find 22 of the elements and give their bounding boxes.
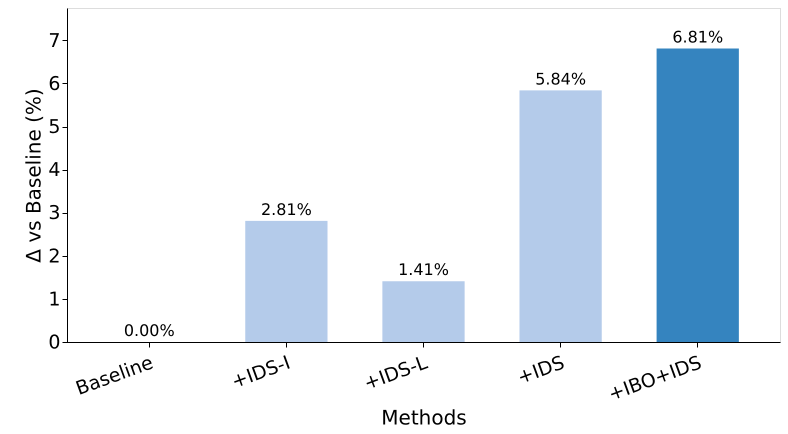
y-tick-label: 3 xyxy=(48,202,60,224)
y-tick-label: 4 xyxy=(48,159,60,182)
y-tick-label: 2 xyxy=(48,245,60,268)
y-tick-label: 6 xyxy=(48,72,60,95)
data-label: 6.81% xyxy=(672,28,724,47)
y-axis-title: Δ vs Baseline (%) xyxy=(21,88,46,263)
x-axis-title: Methods xyxy=(381,406,467,430)
bar xyxy=(519,90,602,342)
x-tick-label: +IDS-I xyxy=(228,352,294,394)
data-label: 2.81% xyxy=(260,200,312,219)
data-label: 1.41% xyxy=(398,260,449,280)
bar xyxy=(245,220,328,342)
x-tick-label: +IDS-L xyxy=(361,351,431,395)
y-tick-label: 7 xyxy=(48,30,60,52)
data-label: 0.00% xyxy=(124,321,175,340)
y-tick-label: 5 xyxy=(48,116,60,138)
bar xyxy=(656,48,739,342)
y-tick-label: 0 xyxy=(48,332,60,354)
data-label: 5.84% xyxy=(535,69,586,88)
bar xyxy=(382,281,465,342)
y-tick-label: 1 xyxy=(48,288,60,310)
x-tick-label: +IDS xyxy=(514,352,568,389)
